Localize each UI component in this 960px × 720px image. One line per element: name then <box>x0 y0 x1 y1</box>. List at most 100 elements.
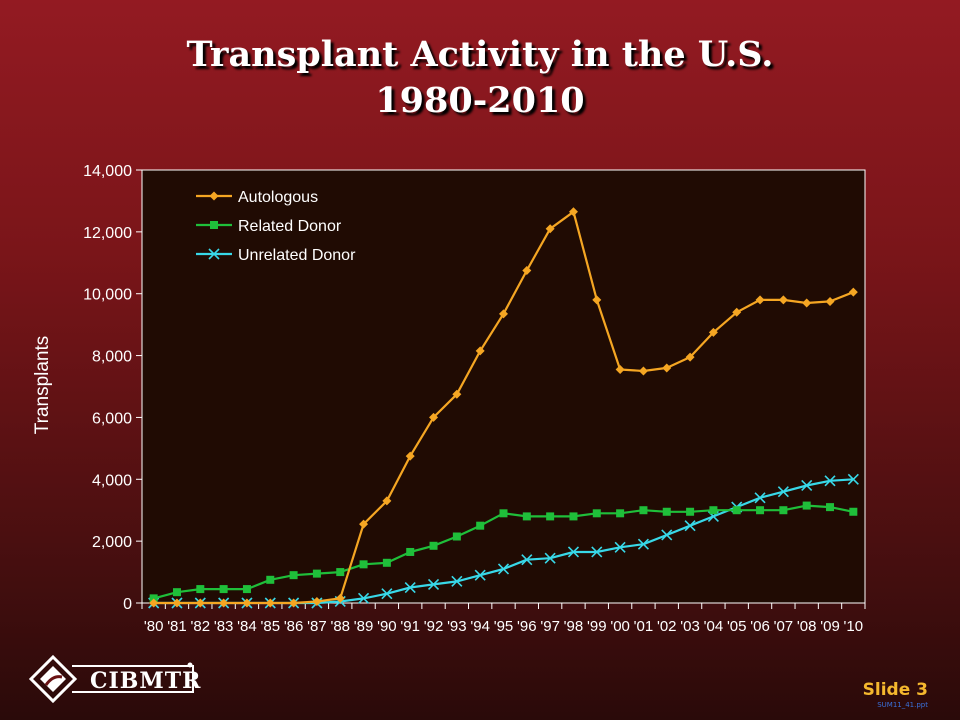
data-point-unrelated-donor <box>451 575 463 587</box>
y-tick-label: 2,000 <box>92 534 132 551</box>
data-point-autologous <box>289 598 299 608</box>
x-tick-label: '97 <box>540 618 560 635</box>
slide-title: Transplant Activity in the U.S. 1980-201… <box>0 32 960 124</box>
x-tick-label: '01 <box>634 618 654 635</box>
slide-number: Slide 3 <box>862 680 928 700</box>
data-point-unrelated-donor <box>567 546 580 558</box>
data-point-autologous <box>429 412 439 422</box>
data-point-unrelated-donor <box>544 552 556 564</box>
data-point-autologous <box>359 519 369 529</box>
data-point-related-donor <box>336 568 345 577</box>
x-tick-label: '02 <box>657 618 677 635</box>
data-point-related-donor <box>849 507 858 516</box>
y-tick-label: 14,000 <box>83 163 132 180</box>
data-point-related-donor <box>312 569 321 578</box>
data-point-related-donor <box>499 509 508 518</box>
x-tick-label: '80 <box>144 618 164 635</box>
legend-label-autologous: Autologous <box>238 189 318 206</box>
data-point-autologous <box>662 363 672 373</box>
data-point-related-donor <box>382 558 391 567</box>
legend-label-related-donor: Related Donor <box>238 218 342 235</box>
data-point-autologous <box>405 451 415 461</box>
data-point-related-donor <box>289 571 298 580</box>
x-tick-label: '82 <box>191 618 211 635</box>
x-tick-label: '09 <box>820 618 840 635</box>
x-tick-label: '96 <box>517 618 537 635</box>
logo-text: CIBMTR <box>72 665 200 694</box>
x-tick-label: '05 <box>727 618 747 635</box>
data-point-autologous <box>708 327 718 337</box>
data-point-autologous <box>219 598 229 608</box>
data-point-unrelated-donor <box>381 588 393 600</box>
data-point-autologous <box>825 296 835 306</box>
data-point-autologous <box>592 295 602 305</box>
data-point-related-donor <box>756 506 765 515</box>
data-point-related-donor <box>662 507 671 516</box>
x-tick-label: '06 <box>750 618 770 635</box>
legend-marker-unrelated-donor <box>208 248 220 260</box>
x-tick-label: '89 <box>354 618 374 635</box>
y-tick-label: 12,000 <box>83 225 132 242</box>
x-tick-label: '03 <box>680 618 700 635</box>
data-point-autologous <box>382 496 392 506</box>
legend-marker-related-donor <box>210 221 218 229</box>
cibmtr-logo: CIBMTR <box>28 655 200 705</box>
data-point-unrelated-donor <box>497 563 510 575</box>
y-axis-label: Transplants <box>32 335 53 435</box>
x-tick-label: '04 <box>704 618 724 635</box>
data-point-autologous <box>545 224 555 234</box>
data-point-autologous <box>732 307 742 317</box>
data-point-related-donor <box>546 512 555 521</box>
x-tick-label: '84 <box>237 618 257 635</box>
data-point-related-donor <box>149 594 158 603</box>
data-point-related-donor <box>639 506 648 515</box>
y-tick-label: 6,000 <box>92 410 132 427</box>
data-point-related-donor <box>196 585 205 594</box>
x-tick-label: '94 <box>470 618 490 635</box>
x-tick-label: '81 <box>167 618 187 635</box>
data-point-unrelated-donor <box>754 492 766 504</box>
data-point-unrelated-donor <box>824 475 836 487</box>
data-point-autologous <box>172 598 182 608</box>
x-tick-label: '95 <box>494 618 514 635</box>
y-tick-label: 0 <box>123 596 132 613</box>
legend-label-unrelated-donor: Unrelated Donor <box>238 247 356 264</box>
data-point-autologous <box>638 366 648 376</box>
data-point-related-donor <box>242 585 251 594</box>
data-point-autologous <box>615 364 625 374</box>
data-point-unrelated-donor <box>847 473 859 485</box>
data-point-related-donor <box>686 507 695 516</box>
data-point-related-donor <box>592 509 601 518</box>
data-point-related-donor <box>219 585 228 594</box>
x-tick-label: '86 <box>284 618 304 635</box>
data-point-autologous <box>149 598 159 608</box>
data-point-related-donor <box>406 547 415 556</box>
data-point-autologous <box>242 598 252 608</box>
x-tick-label: '07 <box>774 618 794 635</box>
data-point-unrelated-donor <box>777 486 789 498</box>
data-point-unrelated-donor <box>591 546 603 558</box>
title-line-1: Transplant Activity in the U.S. <box>186 34 774 75</box>
x-tick-label: '99 <box>587 618 607 635</box>
x-tick-label: '00 <box>610 618 630 635</box>
data-point-autologous <box>452 389 462 399</box>
y-tick-label: 8,000 <box>92 349 132 366</box>
data-point-unrelated-donor <box>614 541 626 553</box>
data-point-autologous <box>802 298 812 308</box>
data-point-related-donor <box>616 509 625 518</box>
data-point-related-donor <box>802 501 811 510</box>
data-point-related-donor <box>522 512 531 521</box>
data-point-autologous <box>848 287 858 297</box>
data-point-autologous <box>499 309 508 319</box>
data-point-unrelated-donor <box>521 554 533 566</box>
data-point-autologous <box>568 207 578 217</box>
x-tick-label: '93 <box>447 618 467 635</box>
data-point-autologous <box>522 266 532 276</box>
y-tick-label: 4,000 <box>92 472 132 489</box>
data-point-related-donor <box>569 512 578 521</box>
plot-area <box>141 169 866 604</box>
data-point-related-donor <box>732 506 741 515</box>
x-tick-label: '92 <box>424 618 444 635</box>
data-point-unrelated-donor <box>427 578 440 591</box>
